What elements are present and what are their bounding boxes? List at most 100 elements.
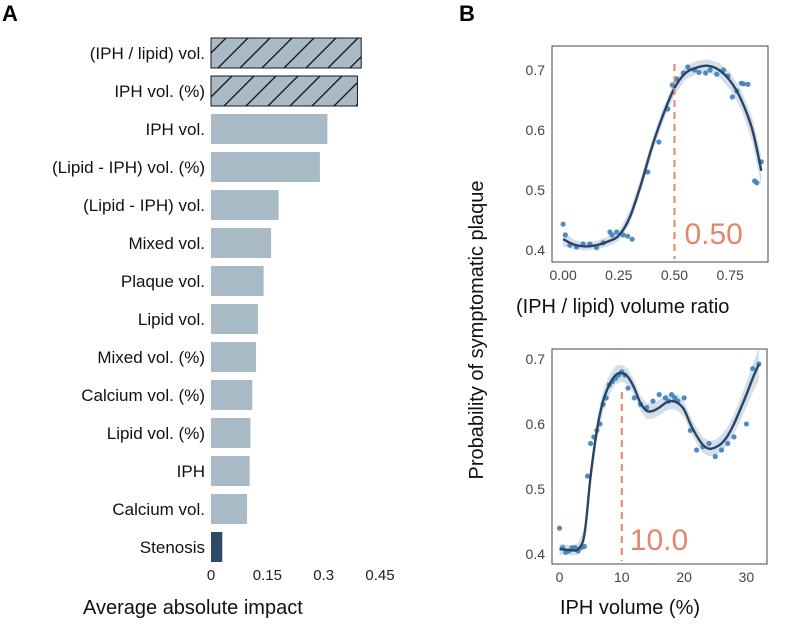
bar-label-mixed-vol: Mixed vol. — [128, 234, 205, 253]
b-bottom-x-tick-label: 10 — [614, 569, 630, 585]
b-top-x-tick-label: 0.00 — [550, 267, 577, 283]
b-top-point — [629, 236, 635, 242]
b-bottom-y-tick-label: 0.5 — [526, 481, 546, 497]
b-bottom-smooth-curve — [559, 363, 761, 552]
b-top-point — [703, 70, 709, 76]
b-top-y-tick-label: 0.4 — [526, 242, 546, 258]
bar-label-iph-vol: IPH vol. (%) — [114, 82, 205, 101]
b-bottom-x-tick-label: 20 — [676, 569, 692, 585]
bar-iph-vol-hatch — [210, 75, 358, 107]
bar-label-stenosis: Stenosis — [140, 538, 205, 557]
bar-lipid-iph-vol — [211, 152, 320, 182]
bar-label-iph-vol: IPH vol. — [145, 120, 205, 139]
bar-lipid-iph-vol — [211, 190, 279, 220]
b-top-point — [669, 82, 675, 88]
b-top-point — [745, 81, 751, 87]
scatter-panel-b-bottom: 10.0 0 10 20 30 0.4 0.5 0.6 0.7 — [526, 347, 768, 585]
bar-iph-lipid-vol-hatch — [210, 37, 362, 69]
b-bottom-point — [693, 447, 700, 453]
scatter-panel-b-top: 0.50 0.00 0.25 0.50 0.75 0.4 0.5 0.6 0.7 — [526, 45, 769, 283]
panel-a-x-tick-label: 0.15 — [253, 567, 282, 584]
b-bottom-point — [588, 440, 594, 447]
b-top-point — [754, 180, 760, 186]
bar-iph — [211, 456, 250, 486]
b-bottom-point — [584, 473, 591, 479]
b-top-x-tick-label: 0.50 — [661, 267, 688, 283]
b-top-x-tick-label: 0.25 — [605, 267, 632, 283]
b-top-smooth-curve — [562, 64, 763, 248]
bar-mixed-vol — [211, 342, 257, 372]
b-bottom-point — [662, 395, 669, 401]
b-top-point — [620, 232, 626, 238]
bar-label-lipid-vol: Lipid vol. (%) — [107, 424, 205, 443]
b-top-point — [560, 221, 566, 227]
bar-lipid-vol — [211, 304, 258, 334]
b-top-point — [729, 94, 735, 100]
b-top-point — [645, 169, 651, 175]
b-bottom-point — [631, 395, 637, 401]
b-bottom-point — [669, 392, 675, 398]
bar-stenosis — [211, 532, 223, 562]
b-bottom-y-tick-label: 0.6 — [526, 416, 546, 432]
bar-label-calcium-vol: Calcium vol. — [112, 500, 205, 519]
b-top-threshold-label: 0.50 — [684, 218, 742, 251]
panel-b-top-x-axis-title: (IPH / lipid) volume ratio — [516, 296, 729, 318]
b-bottom-y-tick-label: 0.7 — [526, 351, 546, 367]
b-top-y-tick-label: 0.6 — [526, 122, 546, 138]
bar-label-lipid-iph-vol: (Lipid - IPH) vol. (%) — [52, 158, 205, 177]
b-bottom-x-tick-label: 30 — [739, 569, 755, 585]
panel-b-letter: B — [459, 1, 475, 26]
bar-mixed-vol — [211, 228, 272, 258]
b-top-point — [613, 229, 620, 235]
bar-calcium-vol — [211, 494, 248, 524]
b-top-y-tick-label: 0.5 — [526, 182, 546, 198]
b-bottom-point — [731, 434, 737, 440]
b-top-point — [685, 64, 691, 70]
b-top-point — [609, 232, 615, 238]
b-top-point — [740, 81, 747, 87]
panel-a-letter: A — [2, 1, 18, 26]
bar-iph-vol — [211, 114, 328, 144]
b-bottom-point — [625, 385, 631, 391]
bar-calcium-vol — [211, 380, 253, 410]
b-top-plot-border — [551, 45, 769, 263]
b-bottom-point — [581, 543, 588, 550]
bar-lipid-vol — [211, 418, 251, 448]
b-top-point — [656, 139, 662, 145]
bar-label-lipid-vol: Lipid vol. — [138, 310, 205, 329]
panel-b-bottom-x-axis-title: IPH volume (%) — [560, 597, 700, 619]
b-top-point — [707, 67, 713, 73]
bar-label-plaque-vol: Plaque vol. — [121, 272, 205, 291]
b-bottom-point — [750, 365, 756, 372]
b-bottom-x-tick-label: 0 — [556, 569, 564, 585]
b-bottom-point — [725, 440, 731, 447]
b-bottom-point — [718, 447, 725, 453]
panel-a-x-tick-label: 0.3 — [313, 567, 334, 584]
bar-label-iph: IPH — [177, 462, 205, 481]
b-top-point — [625, 233, 631, 239]
b-bottom-point — [656, 392, 662, 398]
b-bottom-point — [681, 395, 687, 401]
b-top-point — [696, 69, 702, 75]
bar-label-iph-lipid-vol: (IPH / lipid) vol. — [90, 44, 205, 63]
b-bottom-plot-border — [551, 348, 768, 565]
b-top-x-tick-label: 0.75 — [717, 267, 744, 283]
panel-a-x-tick-label: 0.45 — [365, 567, 394, 584]
b-bottom-point — [650, 398, 656, 404]
b-bottom-threshold-label: 10.0 — [630, 524, 688, 557]
b-bottom-point — [672, 395, 678, 401]
b-top-point — [562, 232, 568, 238]
bar-label-lipid-iph-vol: (Lipid - IPH) vol. — [83, 196, 205, 215]
bar-label-mixed-vol: Mixed vol. (%) — [97, 348, 205, 367]
b-bottom-point — [712, 453, 718, 460]
bar-plaque-vol — [211, 266, 264, 296]
b-bottom-confidence-ribbon — [559, 347, 759, 556]
bar-label-calcium-vol: Calcium vol. (%) — [81, 386, 205, 405]
bar-chart-panel-a: (IPH / lipid) vol. IPH vol. (%) IPH vol. (L… — [52, 37, 395, 584]
panel-a-x-axis-title: Average absolute impact — [83, 597, 303, 619]
b-top-point — [714, 71, 720, 77]
b-bottom-point — [556, 525, 563, 531]
panel-a-x-tick-label: 0 — [207, 567, 215, 584]
b-bottom-y-tick-label: 0.4 — [526, 546, 546, 562]
